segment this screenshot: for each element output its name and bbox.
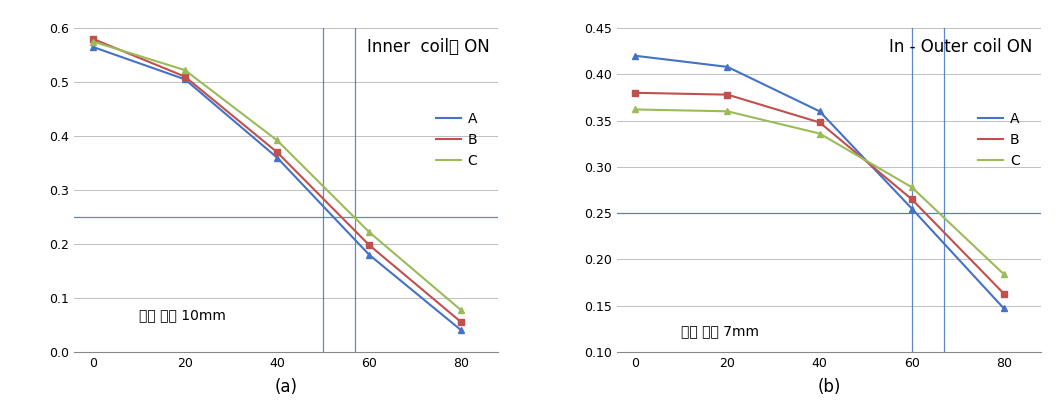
X-axis label: (b): (b)	[817, 378, 840, 396]
Text: In - Outer coil ON: In - Outer coil ON	[889, 38, 1032, 56]
Legend: A, B, C: A, B, C	[430, 106, 483, 173]
Legend: A, B, C: A, B, C	[973, 106, 1025, 173]
Text: Inner  coil만 ON: Inner coil만 ON	[367, 38, 490, 56]
X-axis label: (a): (a)	[275, 378, 297, 396]
Text: 좌우 최대 10mm: 좌우 최대 10mm	[139, 309, 226, 322]
Text: 좌우 최대 7mm: 좌우 최대 7mm	[682, 324, 759, 338]
